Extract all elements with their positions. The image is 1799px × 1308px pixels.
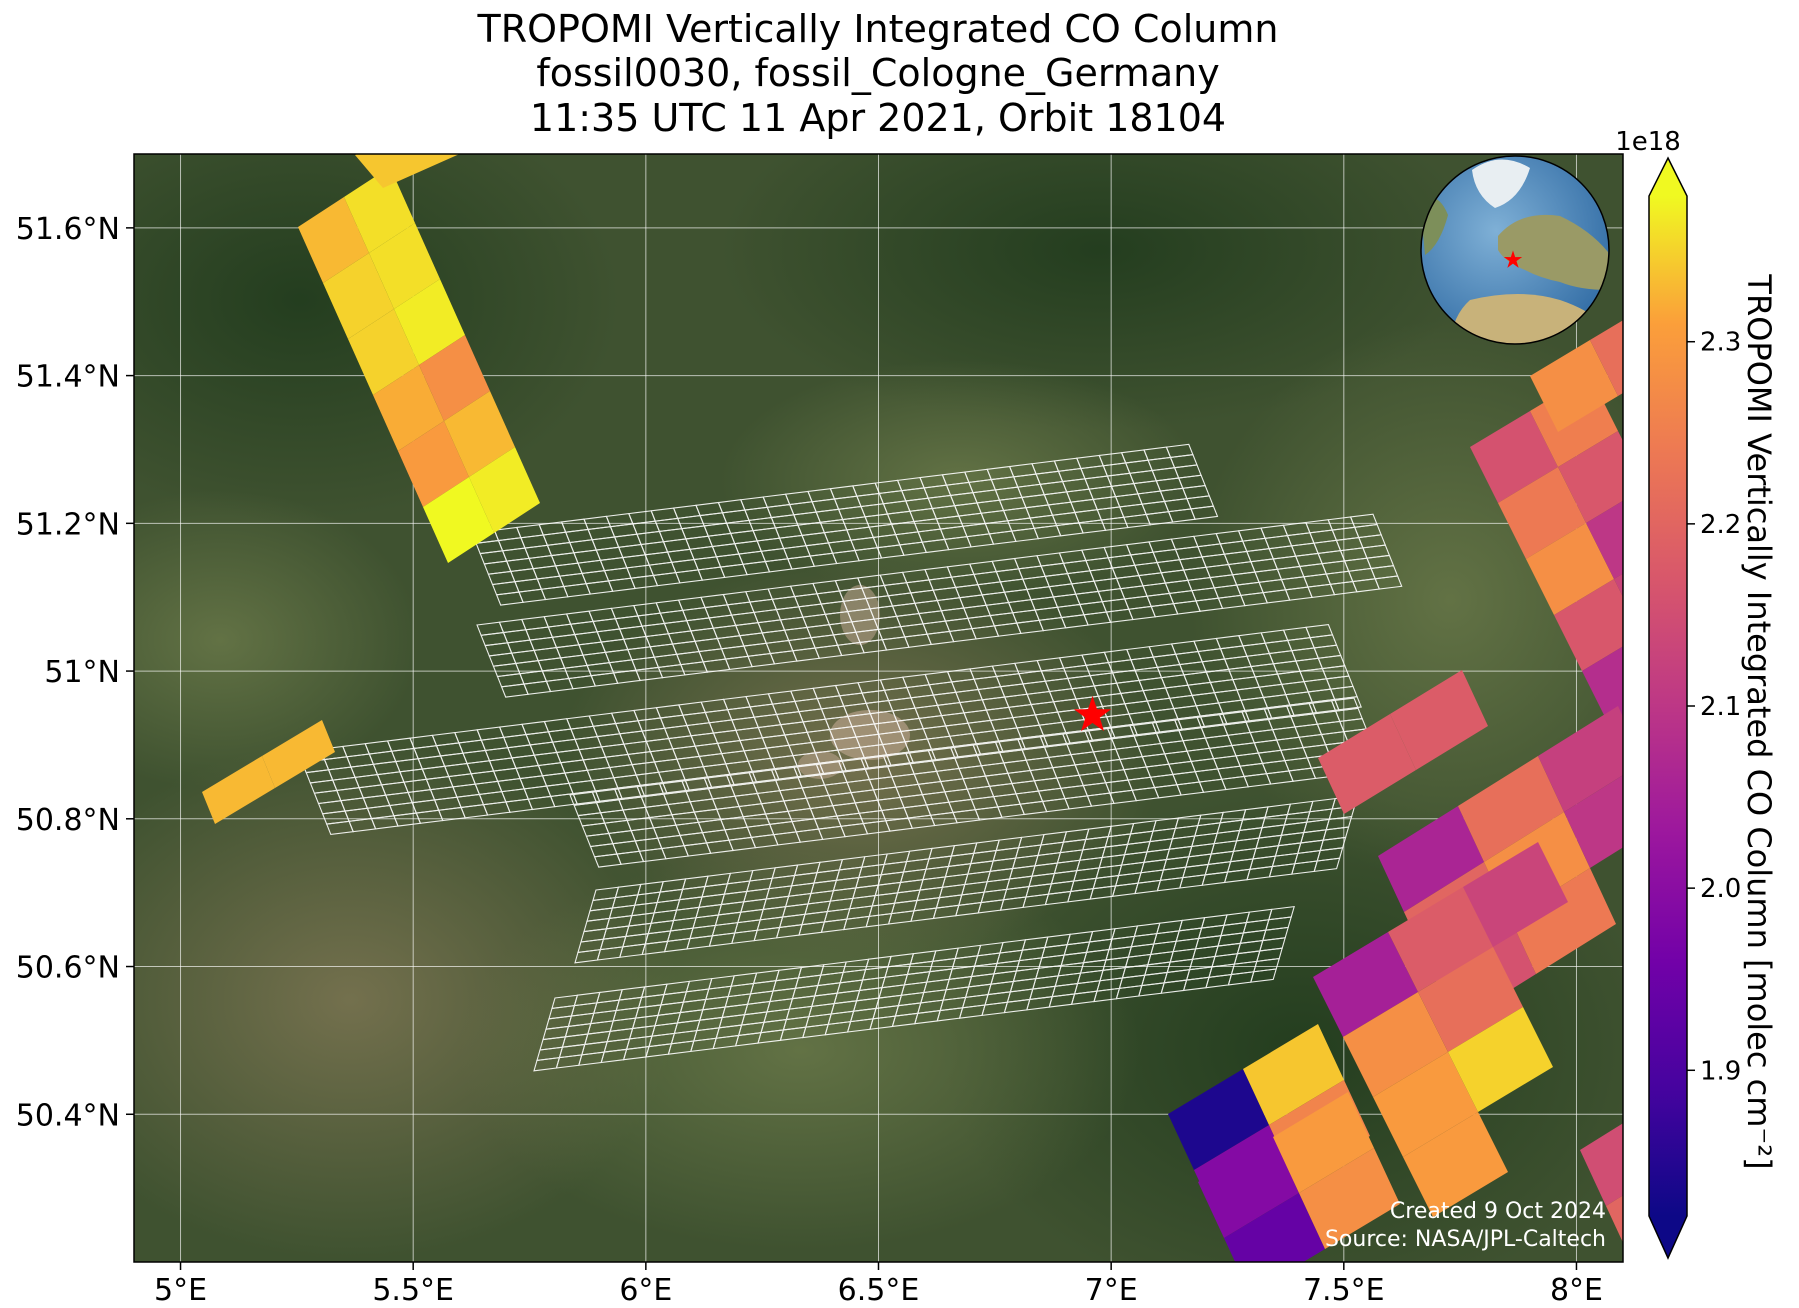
x-tick-label: 8°E (1550, 1273, 1603, 1308)
co-pixel (1558, 431, 1623, 523)
y-tick-label: 51.4°N (16, 360, 120, 395)
co-pixel (262, 720, 335, 788)
globe-europe (1498, 214, 1608, 290)
co-pixel (1580, 1123, 1623, 1206)
sounding-cell (1374, 575, 1403, 590)
colorbar-tick-label: 2.3 (1700, 328, 1741, 358)
co-pixel (1168, 1069, 1269, 1170)
co-pixel (298, 197, 369, 283)
co-pixel (394, 279, 465, 365)
co-pixel (1243, 1024, 1344, 1125)
colorbar-extend-min (1649, 1216, 1687, 1258)
co-pixel (344, 167, 415, 253)
co-pixel (1498, 467, 1586, 559)
inset-globe (1420, 155, 1610, 345)
colorbar-tick-label: 2.1 (1700, 692, 1741, 722)
x-tick-label: 6°E (619, 1273, 672, 1308)
co-pixel (1470, 411, 1558, 503)
co-pixel (1448, 1007, 1553, 1112)
co-pixel (348, 309, 419, 395)
colorbar-outline (1648, 156, 1688, 1260)
co-pixel (373, 365, 444, 451)
graticule (134, 154, 1623, 1262)
co-pixel (202, 756, 275, 824)
co-pixel (1388, 887, 1493, 992)
x-tick-label: 7°E (1085, 1273, 1138, 1308)
x-tick-label: 7.5°E (1303, 1273, 1385, 1308)
x-tick-label: 6.5°E (838, 1273, 920, 1308)
longitude-axis: 5°E 5.5°E 6°E 6.5°E 7°E 7.5°E 8°E (154, 1262, 1603, 1308)
latitude-axis: 50.4°N 50.6°N 50.8°N 51°N 51.2°N 51.4°N 51.6°N (16, 212, 134, 1133)
co-pixel (380, 122, 426, 152)
co-pixel (1554, 579, 1623, 671)
colorbar-tick-label: 2.2 (1700, 510, 1741, 540)
sounding-cell (1313, 857, 1341, 873)
co-pixel (1343, 992, 1448, 1097)
colorbar-tick-label: 2.0 (1700, 874, 1741, 904)
co-pixel (1526, 523, 1614, 615)
co-pixel (1299, 1148, 1400, 1249)
globe-greenland (1472, 159, 1530, 208)
co-pixel (1614, 573, 1623, 597)
colorbar-gradient (1649, 196, 1687, 1216)
co-pixel (423, 477, 494, 563)
colorbar-ticks: 1.9 2.0 2.1 2.2 2.3 (1687, 328, 1741, 1086)
colorbar-tick-label: 1.9 (1700, 1056, 1741, 1086)
sounding-grid (297, 443, 1403, 1072)
co-pixel (1510, 868, 1616, 974)
x-tick-label: 5.5°E (372, 1273, 454, 1308)
title-line-1: TROPOMI Vertically Integrated CO Column (477, 7, 1279, 51)
co-pixel (1313, 932, 1418, 1037)
co-pixel (1606, 1195, 1623, 1243)
co-pixel (1458, 756, 1564, 862)
map-title: TROPOMI Vertically Integrated CO Column … (477, 7, 1279, 140)
co-pixel (444, 391, 515, 477)
co-pixel (1318, 714, 1416, 814)
colorbar-label: TROPOMI Vertically Integrated CO Column … (1740, 273, 1778, 1169)
co-pixel (1273, 1092, 1374, 1193)
co-pixel (1373, 1052, 1478, 1157)
co-pixel (1378, 806, 1484, 912)
co-pixel (1586, 500, 1623, 579)
co-pixels (202, 122, 1623, 1262)
colorbar-multiplier: 1e18 (1615, 127, 1681, 157)
co-pixel (1590, 320, 1623, 396)
co-pixel (419, 335, 490, 421)
y-tick-label: 50.8°N (16, 803, 120, 838)
colorbar: 1e18 1.9 2.0 2.1 2.2 2.3 TROPOMI Vertically … (1615, 127, 1778, 1260)
y-tick-label: 50.4°N (16, 1098, 120, 1133)
map-panel[interactable]: Created 9 Oct 2024 Source: NASA/JPL-Calt… (0, 70, 1786, 1308)
co-pixel (1463, 842, 1568, 947)
co-pixel (1224, 1193, 1325, 1262)
co-pixel (1538, 706, 1623, 812)
co-pixel (1390, 670, 1488, 770)
title-line-2: fossil0030, fossil_Cologne_Germany (536, 51, 1219, 95)
co-pixel (355, 154, 460, 188)
co-pixel (398, 421, 469, 507)
y-tick-label: 51.6°N (16, 212, 120, 247)
globe-star-marker (1503, 250, 1523, 268)
co-pixel (1418, 947, 1523, 1052)
y-tick-label: 50.6°N (16, 951, 120, 986)
co-pixel (1403, 1112, 1508, 1217)
co-pixel (1530, 340, 1618, 432)
sounding-cell (1333, 696, 1362, 711)
title-line-3: 11:35 UTC 11 Apr 2021, Orbit 18104 (530, 96, 1226, 140)
x-tick-label: 5°E (154, 1273, 207, 1308)
co-pixel (1582, 646, 1623, 727)
credit-source: Source: NASA/JPL-Caltech (1325, 1227, 1606, 1252)
sounding-cell (1250, 968, 1277, 983)
co-pixel (1564, 775, 1623, 868)
colorbar-extend-max (1649, 158, 1687, 196)
y-tick-label: 51.2°N (16, 507, 120, 542)
co-pixel (469, 447, 540, 533)
co-pixel (369, 223, 440, 309)
sounding-cell (1190, 505, 1219, 520)
co-pixel (323, 253, 394, 339)
y-tick-label: 51°N (44, 655, 120, 690)
co-pixel (1198, 1137, 1299, 1238)
credit-created: Created 9 Oct 2024 (1390, 1199, 1606, 1224)
target-star-marker (1073, 695, 1112, 732)
